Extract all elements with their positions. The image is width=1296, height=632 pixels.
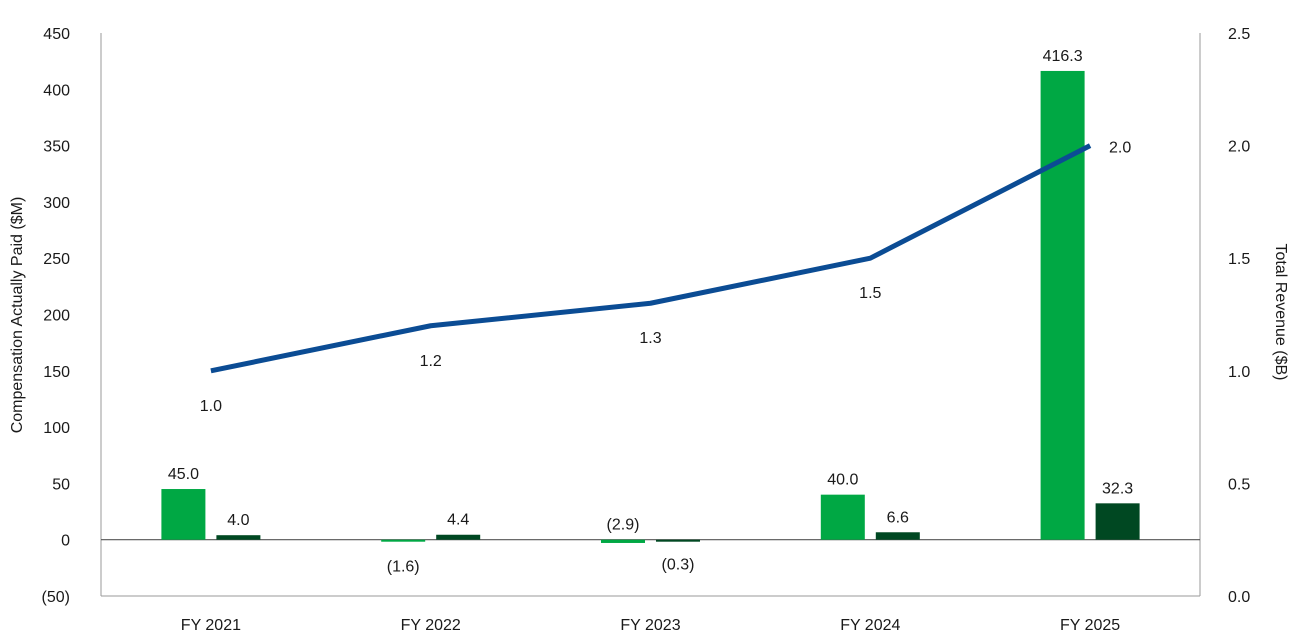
bar-label-series2-3: 6.6	[887, 509, 909, 526]
y-tick-label: 300	[43, 195, 70, 212]
y-tick-label: 50	[52, 476, 70, 493]
y-tick-label: 250	[43, 251, 70, 268]
y-tick-label: 100	[43, 420, 70, 437]
y2-tick-label: 0.0	[1228, 589, 1250, 606]
y2-tick-label: 1.0	[1228, 364, 1250, 381]
y2-tick-label: 0.5	[1228, 476, 1250, 493]
y-tick-label: (50)	[42, 589, 70, 606]
y2-tick-label: 2.0	[1228, 139, 1250, 156]
revenue-line-group	[210, 143, 1092, 374]
bar-series1-2	[601, 539, 645, 543]
bar-label-series1-3: 40.0	[827, 472, 858, 489]
y2-tick-label: 2.5	[1228, 26, 1250, 43]
y-tick-label: 150	[43, 364, 70, 381]
bar-label-series1-0: 45.0	[168, 466, 199, 483]
revenue-label-0: 1.0	[200, 398, 222, 415]
bar-series1-1	[381, 539, 426, 542]
y2-tick-label: 1.5	[1228, 251, 1250, 268]
y-tick-label: 200	[43, 308, 70, 325]
y-axis-title: Compensation Actually Paid ($M)	[9, 197, 26, 434]
y-tick-label: 350	[43, 139, 70, 156]
bar-series2-2	[656, 539, 700, 542]
bar-label-series1-1: (1.6)	[387, 559, 420, 576]
bar-label-series2-0: 4.0	[227, 512, 249, 529]
bar-label-series1-2: (2.9)	[607, 517, 640, 534]
bar-series2-3	[875, 532, 920, 540]
axes: 450 400 350 300 250 200 150 100 50 0 (50) 2.5 2.0 1.5…	[42, 26, 1251, 632]
revenue-label-4: 2.0	[1109, 140, 1131, 157]
bar-label-series2-4: 32.3	[1102, 480, 1133, 497]
bars	[161, 70, 1140, 543]
bar-series1-4	[1040, 70, 1085, 540]
revenue-label-2: 1.3	[639, 330, 661, 347]
x-tick-label: FY 2025	[1060, 617, 1120, 632]
bar-label-series2-2: (0.3)	[662, 557, 695, 574]
data-labels: 45.0 (1.6) (2.9) 40.0 416.3 4.0 4.4 (0.3) 6.6 32.…	[168, 48, 1133, 576]
x-tick-label: FY 2023	[620, 617, 680, 632]
y-tick-label: 450	[43, 26, 70, 43]
bar-series2-0	[216, 535, 261, 540]
bar-series2-4	[1095, 503, 1140, 540]
revenue-label-3: 1.5	[859, 285, 881, 302]
bar-series1-0	[161, 489, 206, 540]
y2-axis-title: Total Revenue ($B)	[1272, 244, 1289, 381]
bar-label-series2-1: 4.4	[447, 512, 469, 529]
y-tick-label: 0	[61, 533, 70, 550]
x-tick-label: FY 2022	[401, 617, 461, 632]
bar-series1-3	[820, 494, 865, 540]
bar-series2-1	[436, 534, 481, 540]
x-tick-label: FY 2024	[840, 617, 900, 632]
revenue-line	[210, 143, 1092, 374]
x-tick-label: FY 2021	[181, 617, 241, 632]
bar-label-series1-4: 416.3	[1043, 48, 1083, 65]
revenue-label-1: 1.2	[420, 353, 442, 370]
y-tick-label: 400	[43, 82, 70, 99]
